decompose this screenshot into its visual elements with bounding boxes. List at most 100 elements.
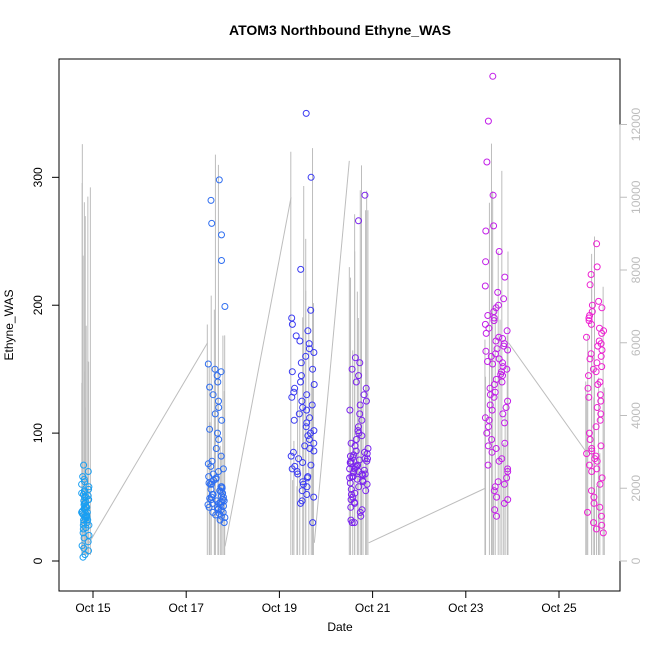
data-point	[215, 397, 222, 405]
data-point	[592, 525, 600, 533]
data-point	[207, 485, 215, 493]
data-point	[499, 363, 507, 371]
data-point	[356, 359, 364, 367]
data-point	[215, 510, 223, 518]
data-point	[347, 439, 355, 447]
data-point	[585, 372, 592, 380]
y2-tick-label: 4000	[629, 402, 643, 429]
data-point	[585, 461, 593, 469]
data-point	[501, 419, 508, 427]
data-point	[593, 359, 601, 367]
data-point	[493, 493, 501, 501]
data-point	[593, 465, 601, 473]
data-point	[481, 414, 489, 422]
data-point	[218, 231, 225, 239]
data-point	[593, 240, 601, 248]
data-point	[588, 445, 596, 452]
data-point	[361, 448, 368, 456]
data-point	[355, 483, 363, 491]
data-point	[494, 288, 502, 296]
data-point	[217, 368, 225, 376]
data-point	[309, 519, 317, 527]
data-point	[78, 542, 86, 550]
data-point	[288, 314, 296, 322]
data-point	[302, 109, 310, 117]
data-point	[217, 483, 225, 491]
data-point	[500, 480, 508, 488]
data-point	[302, 423, 310, 431]
data-point	[588, 487, 595, 495]
data-point	[483, 158, 491, 166]
data-point	[596, 480, 604, 488]
x-axis-label: Date	[327, 620, 353, 634]
data-point	[351, 354, 359, 362]
y2-tick-label: 6000	[629, 329, 643, 356]
data-point	[85, 531, 93, 539]
data-point	[503, 327, 511, 335]
x-tick-label: Oct 15	[75, 601, 111, 615]
data-point	[302, 352, 310, 360]
data-point	[204, 501, 212, 509]
data-point	[490, 222, 498, 230]
data-point	[589, 365, 597, 373]
data-point	[303, 419, 311, 427]
data-point	[593, 263, 601, 271]
data-point	[347, 457, 355, 465]
data-point	[597, 410, 605, 418]
data-point	[80, 461, 88, 469]
data-point	[298, 397, 306, 405]
data-point	[347, 452, 354, 460]
data-point	[310, 381, 318, 388]
data-point	[303, 391, 311, 399]
data-point	[595, 297, 603, 305]
data-point	[481, 320, 489, 328]
data-point	[362, 397, 370, 405]
data-point	[299, 480, 307, 488]
data-point	[495, 301, 502, 309]
data-point	[586, 355, 594, 363]
data-point	[499, 335, 506, 342]
y2-tick-label: 12000	[629, 107, 643, 141]
data-point	[364, 445, 372, 452]
data-point	[504, 397, 512, 405]
data-point	[304, 327, 312, 335]
data-point	[290, 388, 298, 396]
data-point	[491, 388, 499, 396]
data-point	[483, 429, 491, 437]
data-point	[484, 461, 492, 469]
data-point	[494, 478, 502, 486]
data-point	[484, 358, 491, 365]
y2-axis: 0 2000 4000 6000 8000 10000 12000	[619, 107, 643, 564]
data-point	[482, 227, 490, 235]
data-point	[361, 470, 369, 478]
data-point	[287, 452, 295, 460]
data-point	[307, 306, 315, 314]
data-point	[590, 493, 598, 501]
data-point	[598, 474, 606, 482]
data-point	[357, 512, 365, 520]
data-point	[490, 308, 498, 316]
data-point	[211, 410, 219, 418]
data-point	[596, 391, 604, 399]
data-point	[491, 483, 499, 491]
data-point	[593, 404, 601, 411]
data-point	[587, 271, 595, 278]
data-point	[292, 332, 300, 340]
data-point	[217, 488, 225, 496]
data-point	[484, 442, 492, 450]
data-point	[495, 333, 503, 341]
data-point	[295, 410, 303, 418]
data-point	[211, 365, 219, 373]
data-point	[501, 273, 509, 281]
data-point	[504, 346, 512, 354]
data-point	[585, 317, 593, 325]
data-point	[213, 372, 221, 380]
y2-tick-label: 10000	[629, 180, 643, 214]
data-point	[347, 503, 355, 511]
secondary-connector	[368, 487, 486, 544]
data-point	[204, 360, 212, 368]
data-point	[346, 406, 354, 414]
data-point	[85, 483, 93, 491]
data-point	[212, 445, 220, 452]
data-point	[353, 462, 361, 470]
